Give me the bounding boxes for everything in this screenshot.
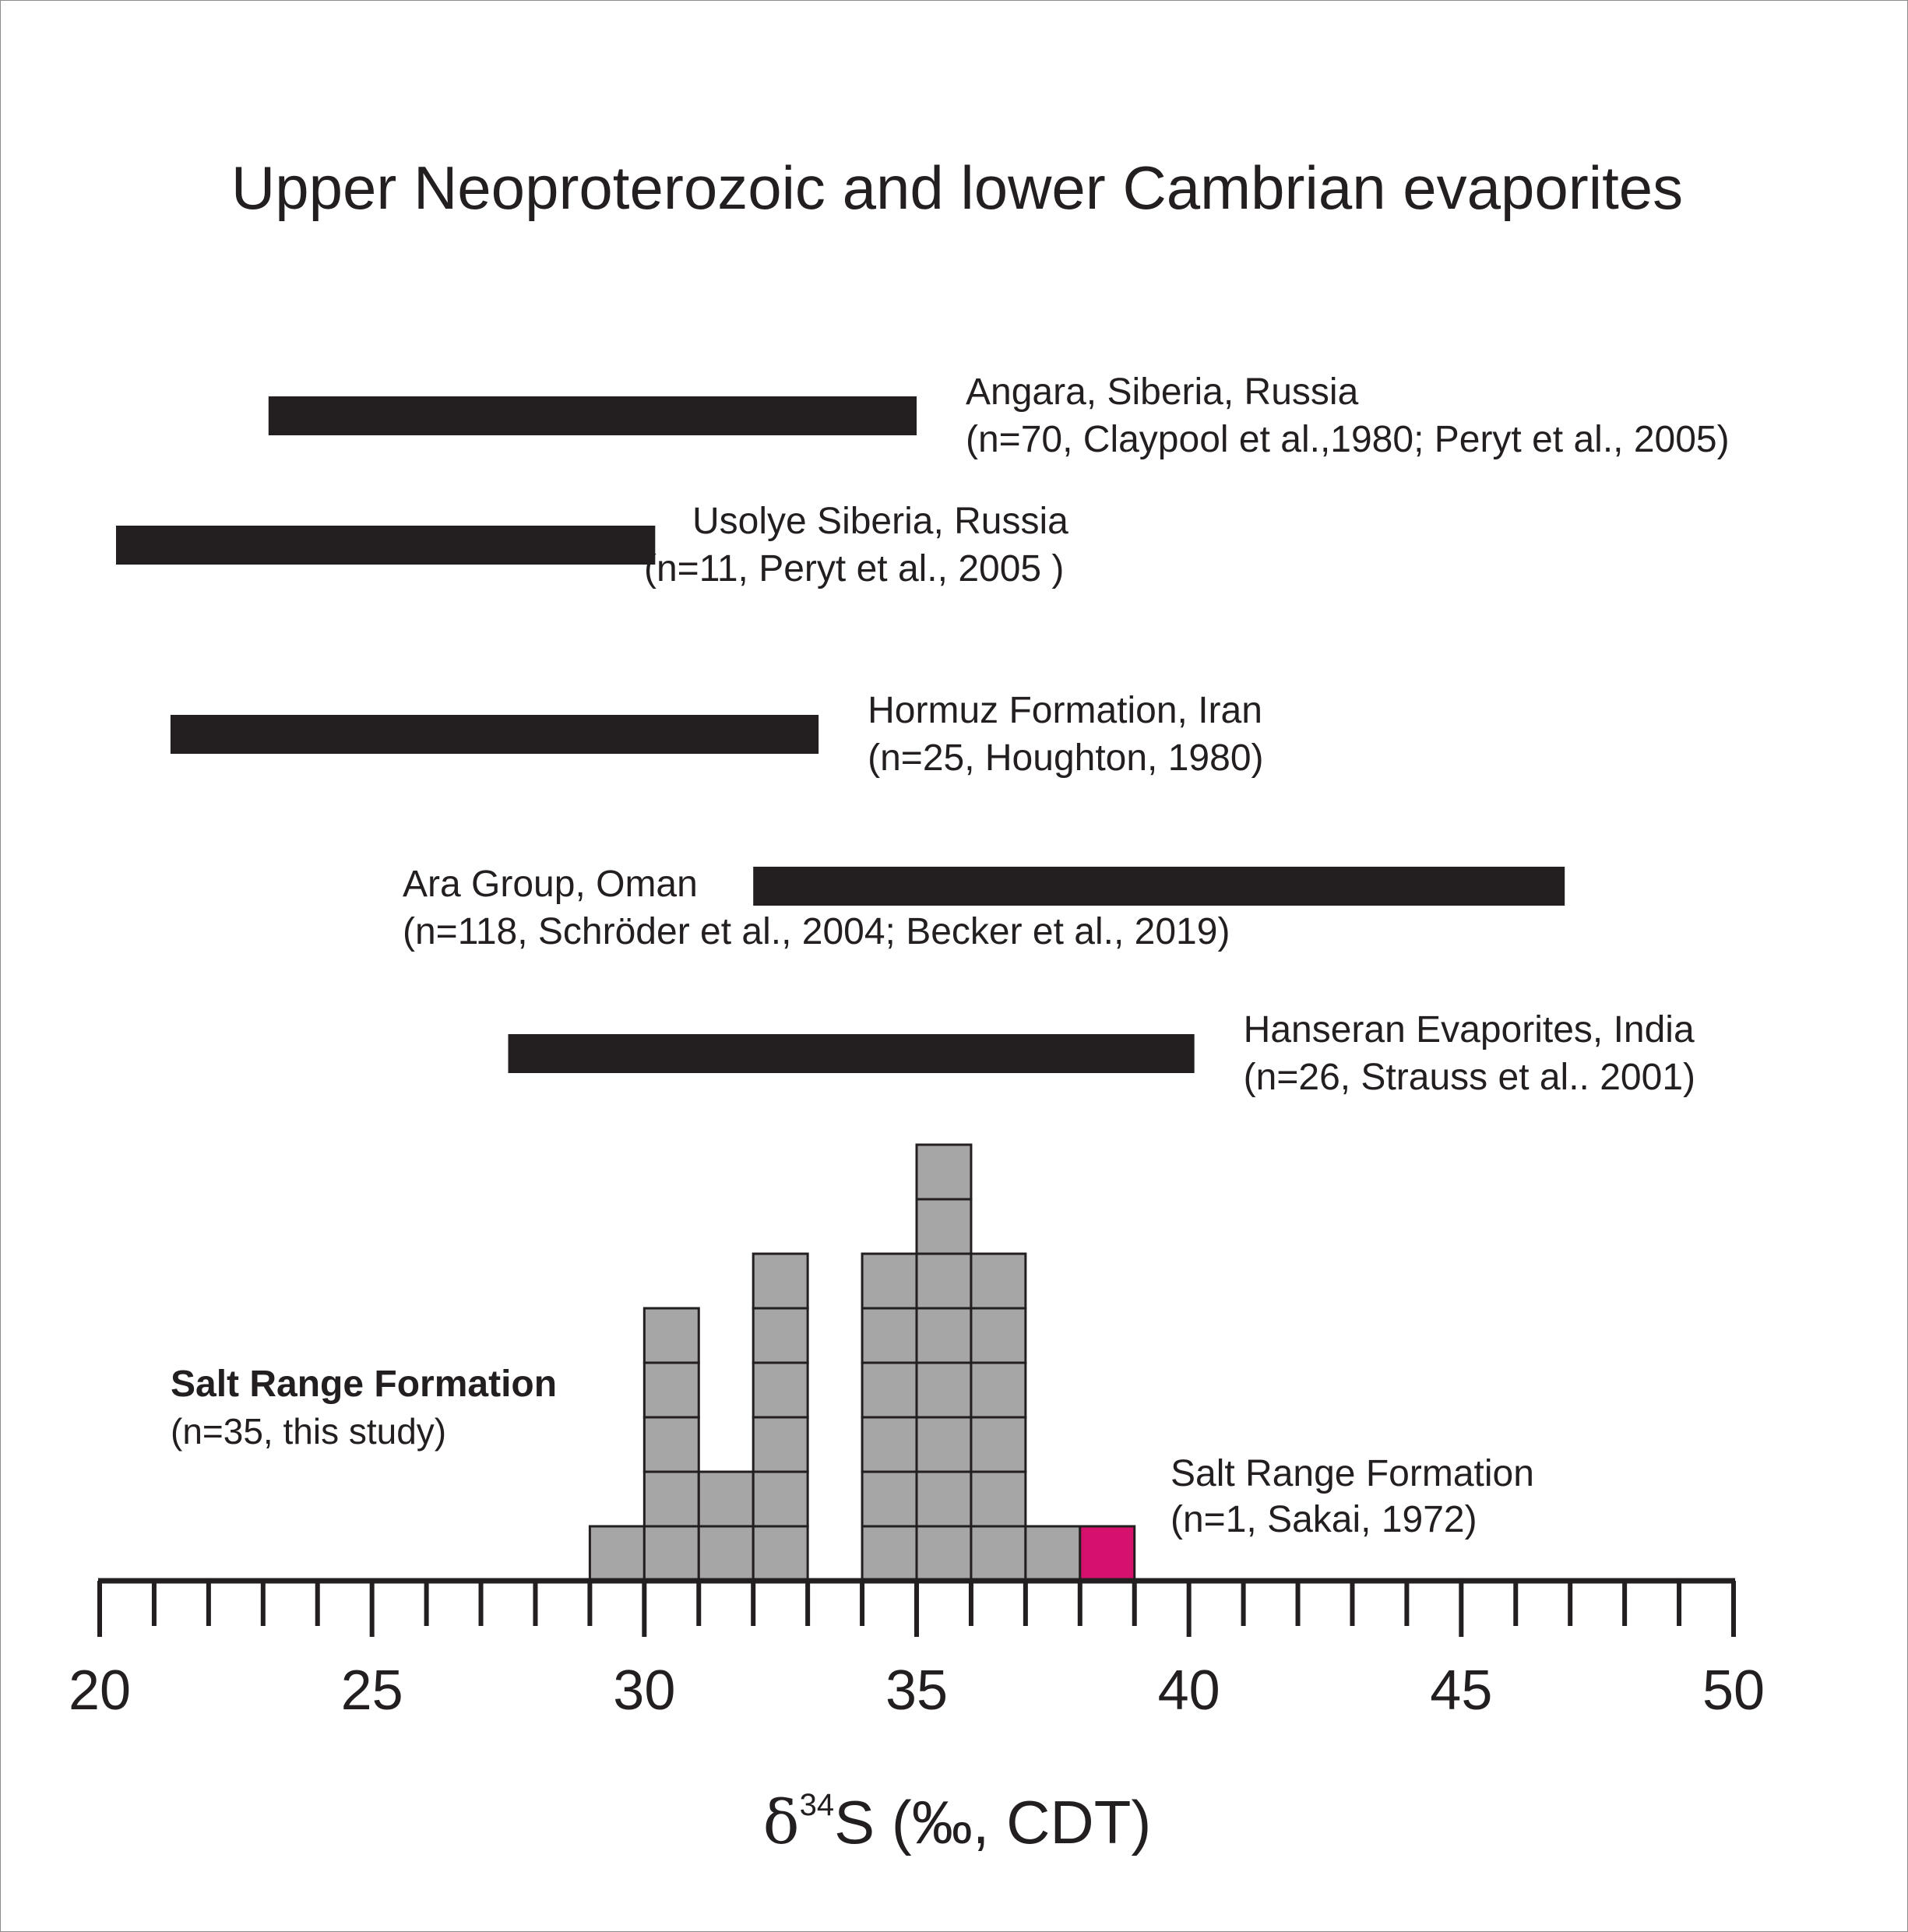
- histogram-cell-s1-x31-1: [697, 1525, 755, 1582]
- histogram-cell-s1-x34-5: [861, 1307, 918, 1364]
- x-axis-label: δ34S (‰, CDT): [763, 1788, 1152, 1858]
- histogram-cell-s1-x35-1: [915, 1525, 973, 1582]
- range-label-1-line2: (n=70, Claypool et al.,1980; Peryt et al…: [966, 419, 1730, 460]
- histogram-cell-s1-x36-3: [970, 1416, 1027, 1473]
- histogram-cell-s1-x30-1: [642, 1525, 700, 1582]
- x-axis-label-prefix: δ: [763, 1788, 800, 1858]
- range-bar-1: [268, 396, 917, 435]
- histogram-cell-s1-x35-6: [915, 1252, 973, 1310]
- tick-label-35: 35: [885, 1659, 948, 1722]
- x-axis: 20 25 30 35 40 45 50: [69, 1578, 1765, 1722]
- tick-label-25: 25: [341, 1659, 403, 1722]
- range-bar-2: [115, 526, 656, 565]
- histogram-cell-s1-x34-3: [861, 1416, 918, 1473]
- series-labels-layer: Salt Range Formation (n=35, this study) …: [171, 1364, 1534, 1540]
- histogram-cell-s1-x37-1: [1024, 1525, 1082, 1582]
- sakai-label-line1: Salt Range Formation: [1170, 1453, 1534, 1494]
- histogram-cell-s1-x32-6: [752, 1252, 809, 1310]
- range-bar-4: [753, 867, 1565, 906]
- range-label-4-line1: Ara Group, Oman: [403, 864, 698, 905]
- range-bar-3: [170, 715, 819, 754]
- histogram-cell-s1-x34-4: [861, 1361, 918, 1419]
- histogram-cell-s1-x32-3: [752, 1416, 809, 1473]
- range-label-2-line2: (n=11, Peryt et al., 2005 ): [644, 548, 1064, 589]
- histogram-cell-s1-x30-5: [642, 1307, 700, 1364]
- histogram-cell-s1-x29-1: [588, 1525, 646, 1582]
- range-label-5-line2: (n=26, Strauss et al.. 2001): [1244, 1057, 1695, 1098]
- histogram-cell-s1-x34-6: [861, 1252, 918, 1310]
- tick-label-50: 50: [1702, 1659, 1765, 1722]
- range-label-3-line1: Hormuz Formation, Iran: [868, 690, 1262, 731]
- histogram-cell-s1-x35-4: [915, 1361, 973, 1419]
- histogram-cell-s1-x35-7: [915, 1198, 973, 1255]
- histogram-cell-s1-x30-3: [642, 1416, 700, 1473]
- range-label-1-line1: Angara, Siberia, Russia: [966, 371, 1359, 413]
- this-study-label-line2: (n=35, this study): [171, 1411, 446, 1452]
- histogram-cell-s1-x31-2: [697, 1470, 755, 1528]
- x-axis-label-suffix: S (‰, CDT): [834, 1788, 1151, 1856]
- tick-label-30: 30: [613, 1659, 675, 1722]
- histogram-cell-s1-x32-5: [752, 1307, 809, 1364]
- chart-title: Upper Neoproterozoic and lower Cambrian …: [231, 153, 1683, 222]
- histogram-cell-s1-x35-2: [915, 1470, 973, 1528]
- range-bars-layer: Angara, Siberia, Russia (n=70, Claypool e…: [115, 371, 1730, 1098]
- histogram-cell-s1-x32-1: [752, 1525, 809, 1582]
- sakai-label-line2: (n=1, Sakai, 1972): [1170, 1499, 1477, 1540]
- histogram-layer: [588, 1143, 1136, 1582]
- histogram-cell-s1-x35-8: [915, 1143, 973, 1201]
- histogram-cell-s1-x36-6: [970, 1252, 1027, 1310]
- histogram-cell-s1-x35-5: [915, 1307, 973, 1364]
- histogram-cell-s1-x30-4: [642, 1361, 700, 1419]
- x-axis-label-superscript: 34: [800, 1788, 835, 1822]
- tick-label-45: 45: [1430, 1659, 1492, 1722]
- tick-label-40: 40: [1158, 1659, 1220, 1722]
- histogram-cell-s1-x32-2: [752, 1470, 809, 1528]
- histogram-cell-s1-x36-1: [970, 1525, 1027, 1582]
- histogram-cell-s1-x36-4: [970, 1361, 1027, 1419]
- tick-label-20: 20: [69, 1659, 131, 1722]
- range-label-5-line1: Hanseran Evaporites, India: [1244, 1009, 1695, 1050]
- histogram-cell-s1-x35-3: [915, 1416, 973, 1473]
- histogram-cell-s2-x38-1: [1079, 1525, 1136, 1582]
- histogram-cell-s1-x34-2: [861, 1470, 918, 1528]
- range-label-3-line2: (n=25, Houghton, 1980): [868, 737, 1263, 779]
- range-bar-5: [508, 1034, 1195, 1073]
- range-label-2-line1: Usolye Siberia, Russia: [692, 501, 1068, 542]
- histogram-cell-s1-x36-2: [970, 1470, 1027, 1528]
- histogram-cell-s1-x34-1: [861, 1525, 918, 1582]
- this-study-label-line1: Salt Range Formation: [171, 1364, 557, 1405]
- histogram-cell-s1-x32-4: [752, 1361, 809, 1419]
- histogram-cell-s1-x36-5: [970, 1307, 1027, 1364]
- range-label-4-line2: (n=118, Schröder et al., 2004; Becker et…: [403, 911, 1230, 952]
- histogram-cell-s1-x30-2: [642, 1470, 700, 1528]
